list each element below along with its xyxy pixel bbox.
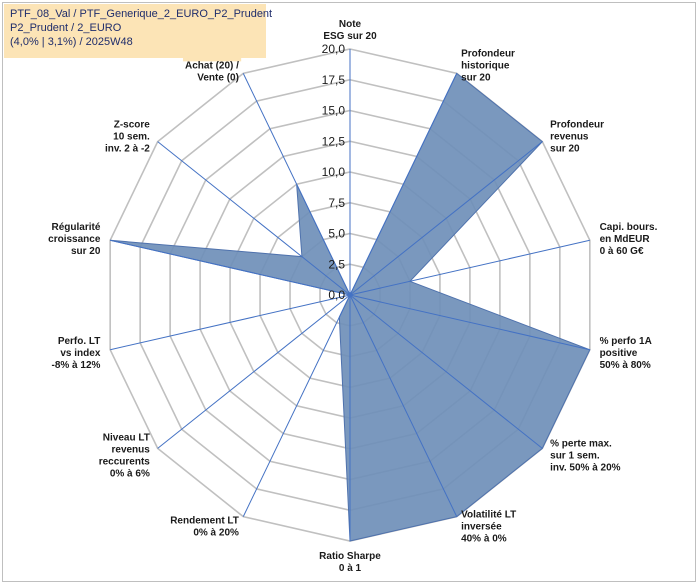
axis-spoke — [349, 141, 543, 296]
axis-label-line: Régularité — [52, 222, 101, 233]
axis-label-line: positive — [600, 348, 638, 359]
axis-label-line: inv. 2 à -2 — [105, 143, 150, 154]
tick-label: 20,0 — [322, 42, 346, 56]
axis-label-line: % perfo 1A — [600, 336, 652, 347]
axis-label-line: sur 20 — [71, 246, 101, 257]
axis-label-line: inversée — [461, 522, 502, 533]
axis-label: Profondeur revenus sur 20 — [550, 119, 604, 154]
axis-label: Niveau LT revenus reccurents 0% à 6% — [99, 433, 151, 480]
axis-label-line: 50% à 80% — [600, 360, 651, 371]
axis-label-line: revenus — [111, 445, 150, 456]
axis-label: Volatilité LT inversée 40% à 0% — [461, 510, 516, 545]
axis-spoke — [349, 294, 458, 517]
axis-label-line: ESG sur 20 — [323, 31, 377, 42]
axis-label: Profondeur historique sur 20 — [461, 48, 515, 83]
axis-label-line: en MdEUR — [600, 234, 651, 245]
chart-title-box: PTF_08_Val / PTF_Generique_2_EURO_P2_Pru… — [4, 4, 273, 58]
axis-label-line: Niveau LT — [103, 433, 150, 444]
axis-spoke — [349, 294, 590, 351]
axis-label-line: Achat (20) / — [185, 60, 239, 71]
tick-label: 7,5 — [328, 196, 345, 210]
axis-label-line: Volatilité LT — [461, 510, 516, 521]
axis-label-line: Z-score — [114, 119, 151, 130]
axis-spoke — [157, 141, 351, 296]
axis-label-line: 10 sem. — [113, 131, 150, 142]
axis-label-line: sur 20 — [461, 72, 491, 83]
tick-label: 17,5 — [322, 73, 346, 87]
axis-label-line: reccurents — [99, 457, 151, 468]
radar-tick-labels: 0,0 2,5 5,0 7,5 10,0 12,5 15,0 17,5 20,0 — [322, 42, 346, 302]
axis-label-line: 0 à 1 — [339, 563, 362, 574]
axis-label: % perte max. sur 1 sem. inv. 50% à 20% — [550, 439, 621, 474]
axis-spoke — [242, 294, 351, 517]
axis-label: Ratio Sharpe 0 à 1 — [319, 551, 381, 574]
axis-label: Note ESG sur 20 — [323, 19, 377, 42]
axis-spoke — [157, 294, 351, 449]
axis-label: Capi. bours. en MdEUR 0 à 60 G€ — [600, 222, 658, 257]
axis-label-line: sur 1 sem. — [550, 451, 600, 462]
axis-spoke — [349, 73, 458, 296]
axis-spoke — [242, 73, 351, 296]
tick-label: 12,5 — [322, 134, 346, 148]
axis-label: Régularité croissance sur 20 — [48, 222, 101, 257]
axis-label-line: croissance — [48, 234, 101, 245]
axis-label: % perfo 1A positive 50% à 80% — [600, 336, 652, 371]
axis-spoke — [349, 239, 590, 296]
axis-spoke — [110, 239, 351, 296]
axis-label-line: historique — [461, 60, 510, 71]
axis-label-line: Profondeur — [550, 119, 604, 130]
tick-label: 0,0 — [328, 288, 345, 302]
axis-label-line: Capi. bours. — [600, 222, 658, 233]
axis-label-line: vs index — [60, 348, 100, 359]
axis-label: Perfo. LT vs index -8% à 12% — [51, 336, 100, 371]
axis-spoke — [110, 294, 351, 351]
axis-label-line: Vente (0) — [197, 72, 239, 83]
tick-label: 5,0 — [328, 227, 345, 241]
axis-label-line: -8% à 12% — [51, 360, 100, 371]
axis-spoke — [349, 294, 543, 449]
axis-label-line: Perfo. LT — [58, 336, 101, 347]
axis-label-line: % perte max. — [550, 439, 612, 450]
title-line-3: (4,0% | 3,1%) / 2025W48 — [10, 36, 133, 48]
radar-spokes — [110, 49, 590, 541]
axis-label-line: Profondeur — [461, 48, 515, 59]
tick-label: 15,0 — [322, 104, 346, 118]
axis-label-line: 0% à 20% — [193, 528, 239, 539]
tick-label: 10,0 — [322, 165, 346, 179]
title-line-2: P2_Prudent / 2_EURO — [10, 22, 122, 34]
tick-label: 2,5 — [328, 257, 345, 271]
axis-label-line: 0% à 6% — [110, 469, 150, 480]
axis-label-line: inv. 50% à 20% — [550, 463, 621, 474]
axis-label-line: Ratio Sharpe — [319, 551, 381, 562]
axis-label-line: Note — [339, 19, 362, 30]
axis-label-line: revenus — [550, 131, 589, 142]
axis-label-line: 0 à 60 G€ — [600, 246, 644, 257]
title-line-1: PTF_08_Val / PTF_Generique_2_EURO_P2_Pru… — [10, 8, 273, 20]
axis-label-line: sur 20 — [550, 143, 580, 154]
axis-label: Rendement LT 0% à 20% — [170, 516, 239, 539]
axis-label-line: 40% à 0% — [461, 534, 507, 545]
axis-label: Z-score 10 sem. inv. 2 à -2 — [105, 119, 150, 154]
axis-label-line: Rendement LT — [170, 516, 239, 527]
